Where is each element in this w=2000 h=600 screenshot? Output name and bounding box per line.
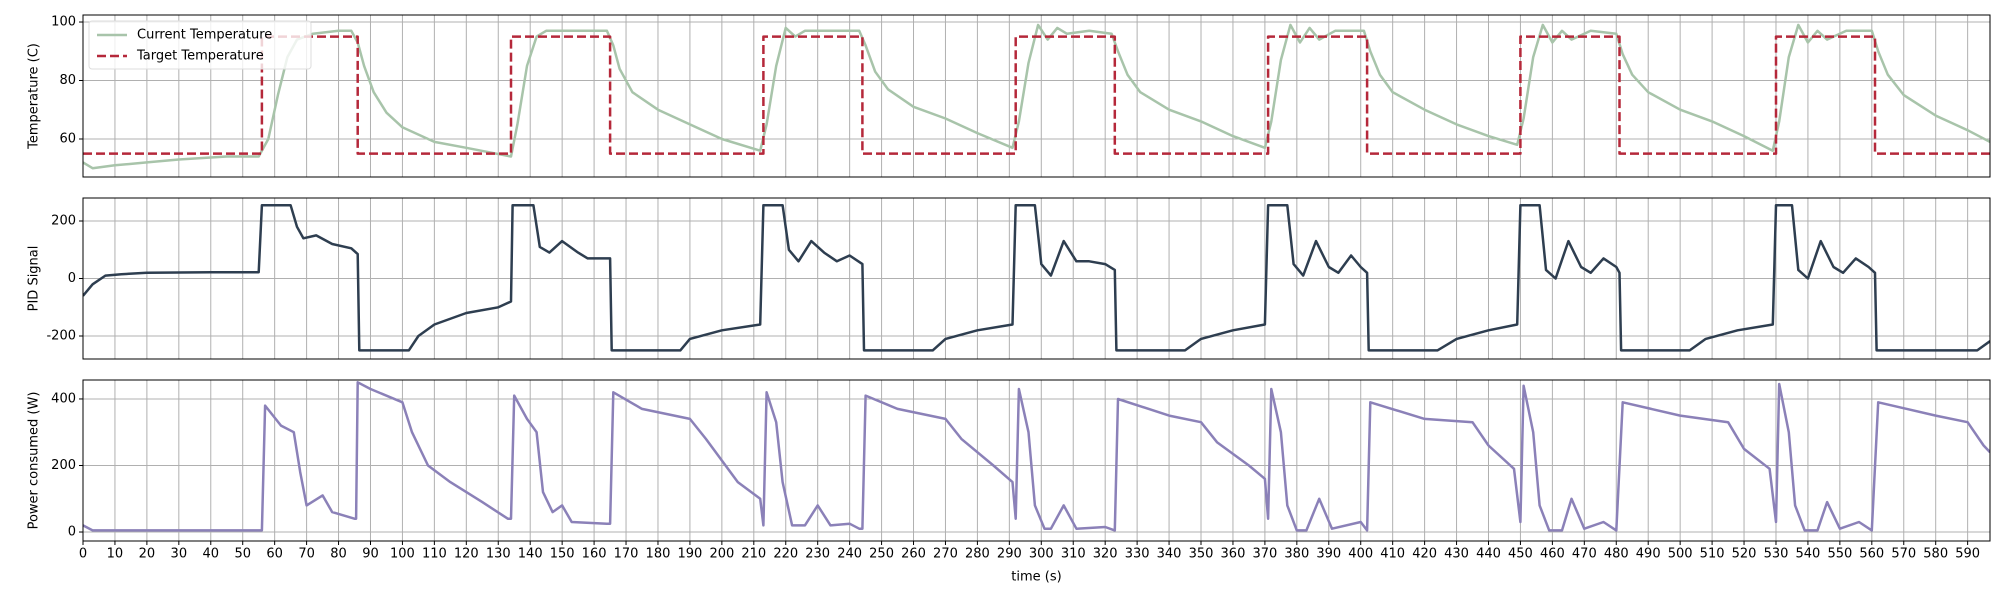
x-axis-label: time (s) — [1011, 570, 1061, 585]
x-tick-label: 330 — [1125, 547, 1150, 562]
data-line — [83, 203, 1990, 352]
x-tick-label: 450 — [1508, 547, 1533, 562]
legend-label: Target Temperature — [136, 49, 264, 64]
y-tick-label: 200 — [51, 214, 76, 229]
x-tick-label: 280 — [965, 547, 990, 562]
y-tick-label: 200 — [51, 458, 76, 473]
x-tick-label: 210 — [741, 547, 766, 562]
x-tick-label: 570 — [1891, 547, 1916, 562]
x-tick-label: 370 — [1252, 547, 1277, 562]
x-tick-label: 10 — [107, 547, 124, 562]
x-tick-label: 420 — [1412, 547, 1437, 562]
x-tick-label: 230 — [805, 547, 830, 562]
x-tick-label: 360 — [1221, 547, 1246, 562]
x-tick-label: 580 — [1923, 547, 1948, 562]
x-tick-label: 220 — [773, 547, 798, 562]
x-tick-label: 80 — [330, 547, 347, 562]
x-tick-label: 100 — [390, 547, 415, 562]
x-tick-label: 490 — [1636, 547, 1661, 562]
x-tick-label: 200 — [709, 547, 734, 562]
x-tick-label: 500 — [1668, 547, 1693, 562]
x-tick-label: 30 — [171, 547, 188, 562]
x-tick-label: 290 — [997, 547, 1022, 562]
panel: 60 80 100 Temperature (C) Current Temperatur… — [27, 14, 1991, 178]
data-line — [83, 35, 1990, 155]
x-tick-label: 590 — [1955, 547, 1980, 562]
x-tick-label: 260 — [901, 547, 926, 562]
x-tick-label: 170 — [614, 547, 639, 562]
x-tick-label: 470 — [1572, 547, 1597, 562]
x-tick-label: 400 — [1348, 547, 1373, 562]
x-tick-label: 480 — [1604, 547, 1629, 562]
x-tick-label: 410 — [1380, 547, 1405, 562]
x-tick-label: 130 — [486, 547, 511, 562]
x-tick-label: 380 — [1284, 547, 1309, 562]
x-tick-label: 240 — [837, 547, 862, 562]
x-tick-label: 390 — [1316, 547, 1341, 562]
x-tick-label: 20 — [139, 547, 156, 562]
x-tick-label: 190 — [678, 547, 703, 562]
x-tick-label: 270 — [933, 547, 958, 562]
y-tick-label: 80 — [59, 73, 76, 88]
y-tick-label: -200 — [46, 329, 76, 344]
y-tick-label: 60 — [59, 131, 76, 146]
x-tick-label: 90 — [362, 547, 379, 562]
x-tick-label: 520 — [1732, 547, 1757, 562]
plot-frame — [82, 14, 1991, 178]
x-tick-label: 150 — [550, 547, 575, 562]
x-tick-label: 540 — [1796, 547, 1821, 562]
y-tick-label: 400 — [51, 391, 76, 406]
x-tick-label: 120 — [454, 547, 479, 562]
x-tick-label: 50 — [234, 547, 251, 562]
x-tick-label: 530 — [1764, 547, 1789, 562]
x-tick-label: 550 — [1827, 547, 1852, 562]
y-tick-label: 0 — [68, 271, 76, 286]
x-tick-label: 340 — [1157, 547, 1182, 562]
x-tick-label: 560 — [1859, 547, 1884, 562]
panel: 0 200 400 Power consumed (W) 0 10 20 30 40 50 60 70… — [27, 379, 1991, 585]
x-tick-label: 250 — [869, 547, 894, 562]
y-tick-label: 0 — [68, 525, 76, 540]
data-line — [83, 381, 1990, 532]
x-tick-label: 110 — [422, 547, 447, 562]
legend-box — [88, 20, 312, 70]
x-tick-label: 310 — [1061, 547, 1086, 562]
x-tick-label: 510 — [1700, 547, 1725, 562]
x-tick-label: 430 — [1444, 547, 1469, 562]
x-tick-label: 60 — [266, 547, 283, 562]
x-tick-label: 160 — [582, 547, 607, 562]
plot-frame — [82, 197, 1991, 360]
x-tick-label: 140 — [518, 547, 543, 562]
x-tick-label: 440 — [1476, 547, 1501, 562]
panel: -200 0 200 PID Signal — [27, 197, 1991, 360]
x-tick-label: 180 — [646, 547, 671, 562]
x-tick-label: 0 — [79, 547, 87, 562]
x-tick-label: 460 — [1540, 547, 1565, 562]
y-axis-label: PID Signal — [27, 246, 42, 312]
data-line — [83, 23, 1990, 170]
x-tick-label: 320 — [1093, 547, 1118, 562]
legend-label: Current Temperature — [137, 28, 272, 43]
plot-frame — [82, 379, 1991, 542]
x-tick-label: 300 — [1029, 547, 1054, 562]
y-axis-label: Temperature (C) — [27, 43, 42, 150]
y-tick-label: 100 — [51, 15, 76, 30]
x-tick-label: 70 — [298, 547, 315, 562]
y-axis-label: Power consumed (W) — [27, 392, 42, 530]
x-tick-label: 350 — [1189, 547, 1214, 562]
x-tick-label: 40 — [202, 547, 219, 562]
